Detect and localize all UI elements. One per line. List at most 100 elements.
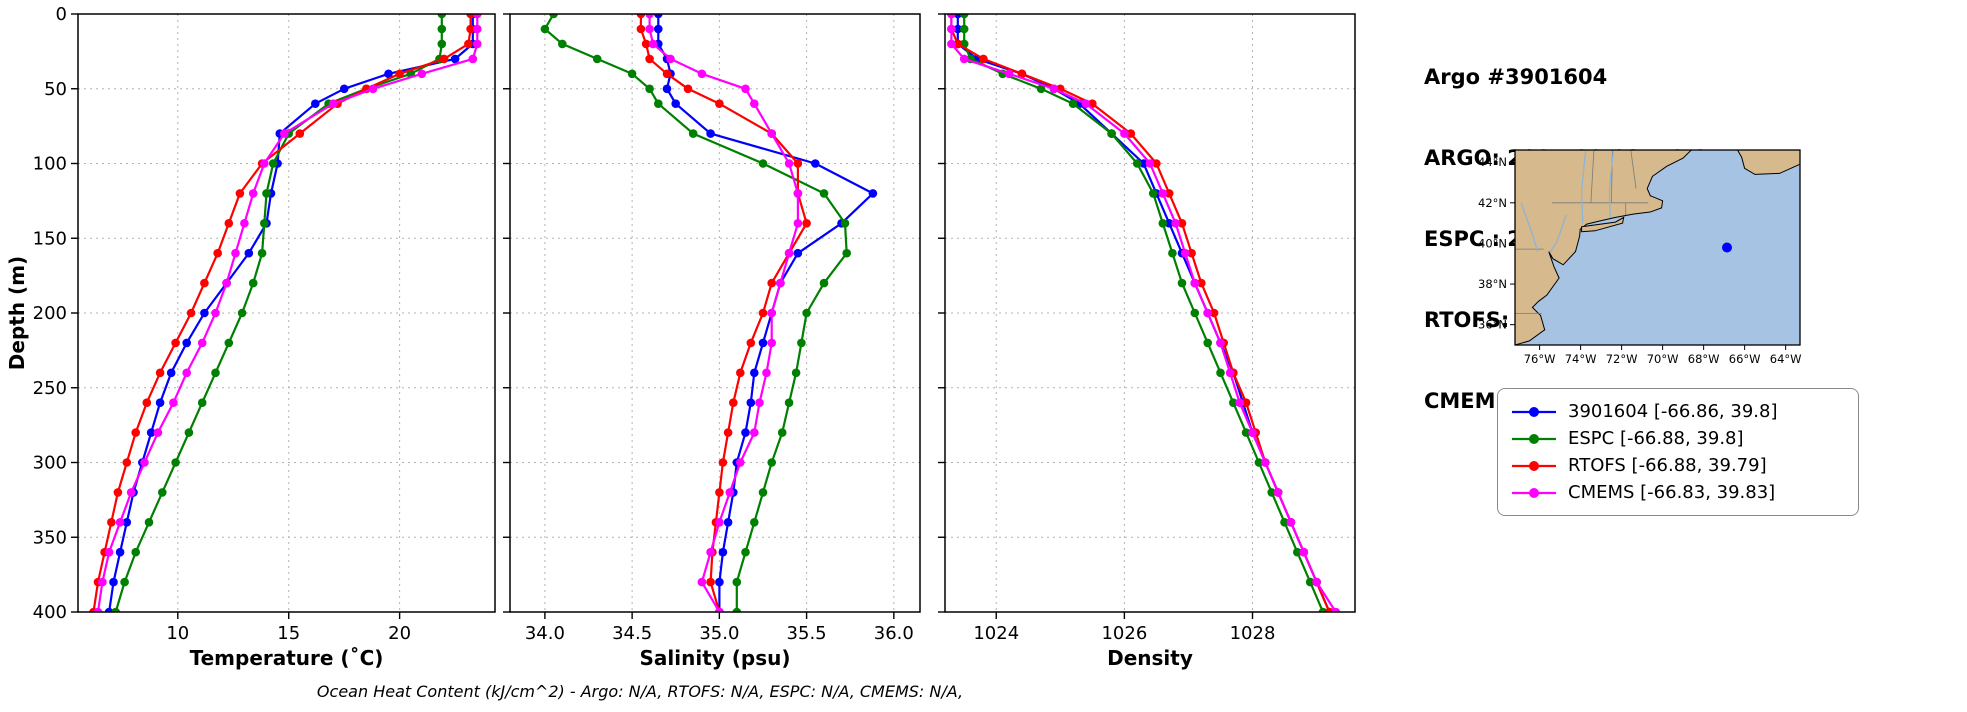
data-point [1168,248,1177,258]
legend-item-argo: 3901604 [-66.86, 39.8] [1510,398,1846,425]
data-point [746,398,756,408]
data-point [645,84,654,94]
data-point [947,24,956,34]
data-point [715,518,724,527]
nova-scotia [1736,150,1800,175]
data-point [758,488,768,497]
data-point [473,39,482,49]
river [1608,150,1614,218]
data-point [93,607,103,612]
y-tick-label: 300 [33,453,67,474]
data-point [131,428,140,437]
data-point [793,189,803,198]
data-point [1267,488,1276,497]
data-point [777,428,787,437]
data-point [1177,278,1187,288]
data-point [1318,607,1328,612]
data-point [741,84,750,94]
data-point [111,607,120,612]
data-point [248,189,258,198]
espc-line [114,14,443,612]
legend-marker-rtofs [1512,460,1556,471]
data-point [715,577,724,587]
data-point [184,428,194,437]
data-point [262,189,271,198]
data-point [1145,159,1155,168]
x-tick-label: 34.0 [525,623,565,644]
density-panel: 1024 1026 1028 Density [938,13,1356,670]
legend-marker-argo [1512,406,1556,417]
data-point [791,368,801,378]
data-point [224,219,234,228]
data-point [295,129,305,138]
data-point [1036,84,1046,94]
data-point [732,577,742,587]
salinity-panel: 34.0 34.5 35.0 35.5 36.0 Salinity (psu) [503,13,921,670]
river [1520,202,1539,252]
data-point [224,338,234,348]
legend-marker-cmems [1512,487,1556,498]
data-point [1187,248,1196,258]
data-point [1068,99,1078,108]
data-point [1286,518,1296,527]
data-point [793,219,803,228]
map-lat-tick-label: 42°N [1478,196,1507,210]
data-point [767,308,776,318]
data-point [104,607,114,612]
legend-label-argo: 3901604 [-66.86, 39.8] [1568,401,1778,422]
data-point [706,577,715,587]
data-point [654,24,663,34]
espc-series [959,14,1328,612]
data-point [868,189,878,198]
legend-item-espc: ESPC [-66.88, 39.8] [1510,425,1846,452]
data-point [697,577,707,587]
data-point [784,398,794,408]
data-point [842,248,851,258]
data-point [666,54,675,64]
data-point [1225,368,1235,378]
data-point [802,219,811,228]
data-point [115,518,125,527]
data-point [115,547,125,557]
data-point [732,607,742,612]
data-point [729,398,738,408]
data-point [592,54,602,64]
profile-plots-svg: 10 15 20050100150200250300350400Temperatur… [5,4,1356,670]
data-point [140,458,149,467]
data-point [1203,308,1212,318]
cmems-line [648,14,800,612]
data-point [746,338,756,348]
data-point [793,248,803,258]
data-point [1049,84,1059,94]
river [1580,150,1587,224]
data-point [240,219,249,228]
map-frame [1514,149,1801,346]
data-point [200,278,209,288]
data-point [417,69,427,79]
x-tick-label: 35.5 [787,623,827,644]
data-point [211,308,220,318]
legend-label-espc: ESPC [-66.88, 39.8] [1568,428,1744,449]
data-point [1216,368,1225,378]
data-point [1081,99,1091,108]
espc-series [111,14,447,612]
data-point [211,368,220,378]
data-point [1190,308,1200,318]
map-lon-tick-label: 66°W [1729,352,1761,366]
data-point [767,278,776,288]
data-point [222,278,231,288]
data-point [953,24,963,34]
data-point [1107,129,1116,138]
data-point [248,278,258,288]
data-point [725,488,735,497]
data-point [767,458,776,467]
y-tick-label: 350 [33,527,67,548]
data-point [755,398,764,408]
data-point [758,338,768,348]
data-point [758,308,768,318]
x-tick-label: 35.0 [699,623,739,644]
state-border [1590,150,1595,203]
data-point [395,69,404,79]
float-location-marker [1722,242,1733,253]
data-point [131,547,140,557]
